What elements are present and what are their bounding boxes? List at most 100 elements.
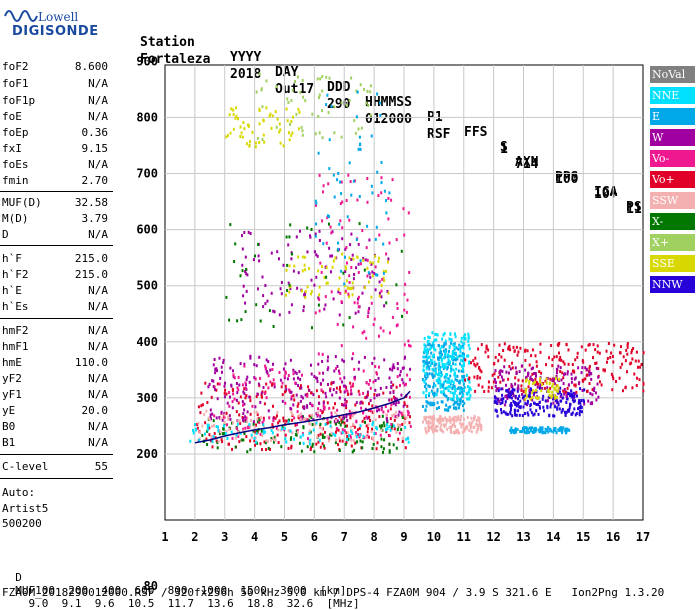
echo-point: [332, 381, 335, 384]
echo-point: [515, 430, 518, 434]
echo-point: [246, 273, 249, 277]
echo-point: [557, 364, 560, 368]
echo-point: [439, 428, 442, 432]
echo-point: [332, 259, 335, 263]
echo-point: [400, 393, 403, 397]
echo-point: [556, 343, 559, 347]
echo-point: [464, 425, 467, 429]
echo-point: [367, 311, 370, 315]
echo-point: [568, 408, 571, 411]
echo-point: [326, 401, 329, 405]
echo-point: [487, 355, 490, 359]
echo-point: [208, 426, 211, 430]
param-row: foF1p N/A: [2, 94, 108, 108]
echo-point: [556, 389, 559, 393]
echo-point: [388, 450, 391, 454]
echo-point: [374, 432, 377, 435]
echo-point: [343, 390, 346, 394]
echo-point: [329, 225, 332, 229]
header-label: DAY: [275, 65, 299, 80]
echo-point: [276, 414, 278, 418]
echo-point: [395, 446, 398, 450]
distance-label: D: [15, 571, 22, 584]
echo-point: [239, 431, 242, 435]
echo-point: [335, 419, 337, 423]
echo-point: [236, 386, 239, 390]
echo-point: [217, 429, 220, 433]
echo-point: [391, 178, 394, 182]
echo-point: [392, 413, 395, 417]
echo-point: [454, 431, 457, 434]
echo-point: [537, 382, 539, 386]
echo-point: [428, 361, 431, 364]
echo-point: [315, 201, 318, 205]
logo-lowell: Lowell: [38, 10, 79, 24]
echo-point: [293, 398, 296, 402]
echo-point: [388, 398, 391, 402]
echo-point: [638, 378, 641, 382]
legend-item: X-: [650, 213, 695, 230]
echo-point: [398, 424, 401, 428]
echo-point: [345, 440, 348, 444]
echo-point: [565, 342, 568, 346]
echo-point: [557, 391, 560, 395]
echo-point: [349, 180, 352, 184]
echo-point: [385, 427, 388, 431]
echo-point: [499, 380, 502, 384]
echo-point: [531, 391, 534, 395]
echo-point: [344, 270, 347, 273]
echo-point: [318, 309, 321, 313]
echo-point: [267, 446, 270, 450]
echo-point: [634, 359, 637, 363]
echo-point: [233, 397, 236, 401]
echo-point: [508, 395, 511, 399]
echo-point: [393, 424, 396, 428]
echo-point: [539, 426, 542, 430]
echo-point: [450, 430, 452, 434]
echo-point: [563, 392, 566, 396]
echo-point: [529, 404, 532, 408]
echo-point: [374, 388, 377, 392]
echo-point: [632, 347, 635, 350]
echo-point: [310, 290, 313, 293]
echo-point: [367, 408, 370, 412]
echo-point: [224, 388, 227, 392]
echo-point: [423, 343, 426, 347]
echo-point: [298, 441, 301, 445]
echo-point: [251, 404, 254, 408]
echo-point: [571, 363, 574, 366]
echo-point: [301, 133, 304, 137]
echo-point: [308, 267, 311, 271]
echo-point: [331, 230, 334, 234]
echo-point: [630, 351, 633, 355]
echo-point: [436, 401, 439, 405]
echo-point: [291, 412, 294, 416]
echo-point: [211, 412, 214, 416]
echo-point: [366, 89, 369, 93]
echo-point: [525, 394, 528, 398]
echo-point: [461, 344, 464, 348]
echo-point: [294, 433, 297, 437]
echo-point: [265, 358, 268, 362]
echo-point: [260, 393, 263, 397]
echo-point: [366, 390, 369, 394]
echo-point: [344, 402, 347, 405]
echo-point: [301, 78, 304, 82]
echo-point: [258, 72, 261, 76]
echo-point: [484, 350, 487, 354]
echo-point: [346, 419, 349, 422]
echo-point: [285, 107, 288, 111]
echo-point: [500, 411, 503, 415]
echo-point: [460, 423, 463, 427]
echo-point: [265, 79, 268, 83]
echo-point: [403, 403, 406, 406]
echo-point: [533, 391, 535, 395]
echo-point: [401, 314, 403, 318]
echo-point: [426, 375, 429, 379]
echo-point: [377, 408, 380, 412]
echo-point: [260, 416, 262, 420]
echo-point: [342, 384, 345, 388]
echo-point: [560, 427, 563, 431]
echo-point: [359, 262, 362, 266]
echo-point: [541, 426, 544, 430]
